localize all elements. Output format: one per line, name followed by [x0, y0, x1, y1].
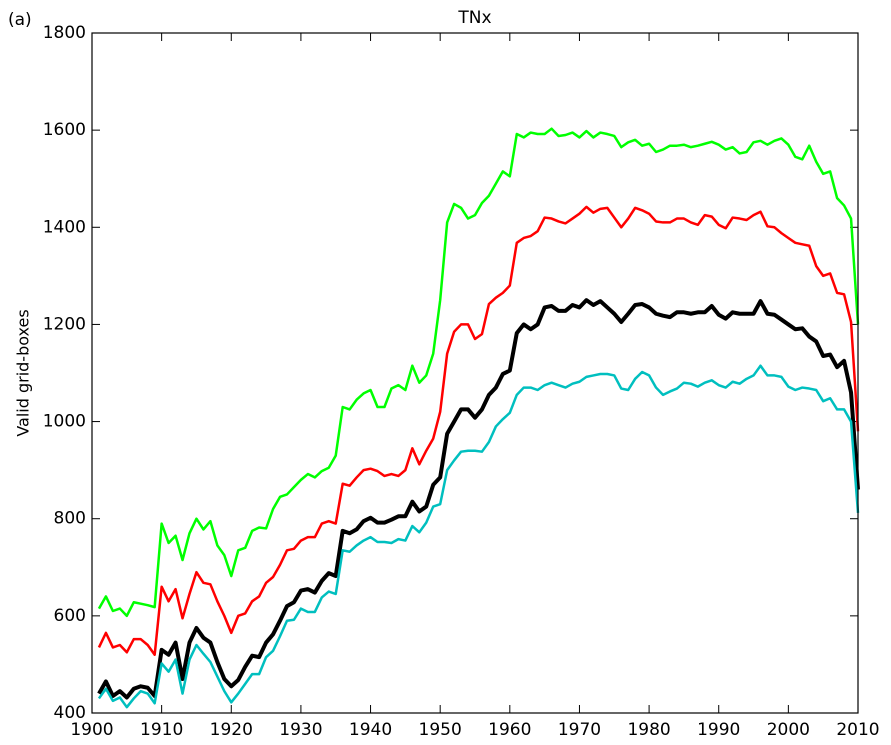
y-tick-label: 1400: [43, 217, 86, 237]
x-tick-label: 1910: [140, 720, 183, 740]
x-tick-label: 1930: [279, 720, 322, 740]
y-tick-label: 400: [54, 703, 86, 723]
y-axis-label: Valid grid-boxes: [14, 309, 33, 436]
x-tick-label: 2000: [767, 720, 810, 740]
y-tick-label: 1600: [43, 120, 86, 140]
series-line: [97, 364, 860, 709]
plot-frame: [91, 32, 859, 714]
panel-label: (a): [8, 10, 32, 30]
y-tick-label: 600: [54, 606, 86, 626]
y-tick-label: 1800: [43, 23, 86, 43]
x-tick-label: 2010: [836, 720, 879, 740]
x-tick-label: 1980: [627, 720, 670, 740]
series-line: [97, 127, 860, 618]
y-tick-label: 800: [54, 509, 86, 529]
x-tick-label: 1900: [70, 720, 113, 740]
x-tick-label: 1960: [488, 720, 531, 740]
series-line: [97, 205, 860, 656]
chart-title: TNx: [457, 8, 491, 28]
x-tick-label: 1920: [210, 720, 253, 740]
x-tick-label: 1950: [419, 720, 462, 740]
series-line: [97, 298, 860, 700]
y-tick-label: 1000: [43, 412, 86, 432]
x-tick-label: 1970: [558, 720, 601, 740]
x-tick-label: 1990: [697, 720, 740, 740]
x-tick-label: 1940: [349, 720, 392, 740]
y-tick-label: 1200: [43, 314, 86, 334]
